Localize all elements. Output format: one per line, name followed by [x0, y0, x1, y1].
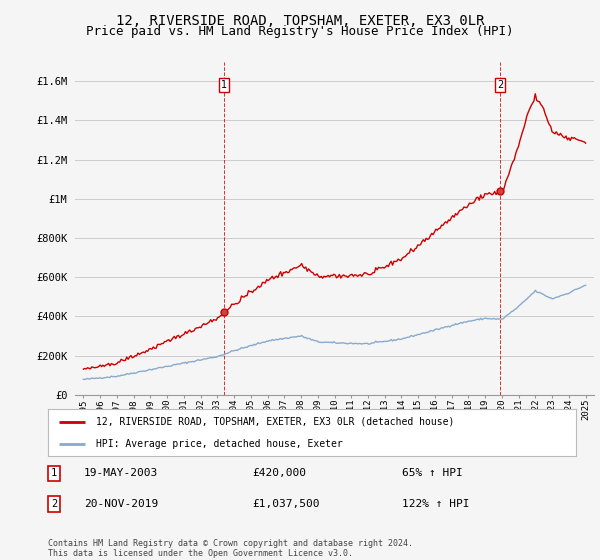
Text: £1,037,500: £1,037,500 [252, 499, 320, 509]
Text: 12, RIVERSIDE ROAD, TOPSHAM, EXETER, EX3 0LR (detached house): 12, RIVERSIDE ROAD, TOPSHAM, EXETER, EX3… [95, 417, 454, 427]
Text: 122% ↑ HPI: 122% ↑ HPI [402, 499, 470, 509]
Text: 65% ↑ HPI: 65% ↑ HPI [402, 468, 463, 478]
Text: £420,000: £420,000 [252, 468, 306, 478]
Text: Price paid vs. HM Land Registry's House Price Index (HPI): Price paid vs. HM Land Registry's House … [86, 25, 514, 38]
Text: 20-NOV-2019: 20-NOV-2019 [84, 499, 158, 509]
Text: Contains HM Land Registry data © Crown copyright and database right 2024.
This d: Contains HM Land Registry data © Crown c… [48, 539, 413, 558]
Text: 19-MAY-2003: 19-MAY-2003 [84, 468, 158, 478]
Text: 1: 1 [51, 468, 57, 478]
Text: 2: 2 [497, 80, 503, 90]
Text: HPI: Average price, detached house, Exeter: HPI: Average price, detached house, Exet… [95, 438, 342, 449]
Text: 12, RIVERSIDE ROAD, TOPSHAM, EXETER, EX3 0LR: 12, RIVERSIDE ROAD, TOPSHAM, EXETER, EX3… [116, 14, 484, 28]
Text: 1: 1 [221, 80, 227, 90]
Text: 2: 2 [51, 499, 57, 509]
